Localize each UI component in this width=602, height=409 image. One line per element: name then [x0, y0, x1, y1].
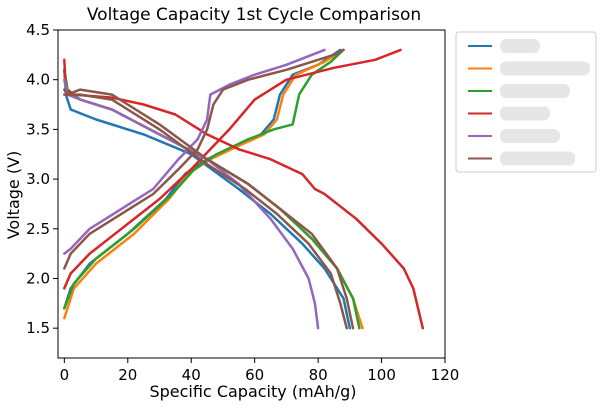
series-5-charge-line	[63, 48, 326, 255]
legend-label-redacted-1	[500, 39, 540, 53]
x-tick-label: 120	[431, 366, 460, 384]
x-tick-label: 40	[182, 366, 201, 384]
x-axis-ticks: 0 20 40 60 80 100 120	[60, 358, 460, 384]
x-axis-title: Specific Capacity (mAh/g)	[149, 382, 356, 401]
chart-title: Voltage Capacity 1st Cycle Comparison	[87, 5, 421, 25]
series-4-charge-line	[63, 48, 402, 290]
y-tick-label: 3.5	[26, 120, 50, 138]
y-tick-label: 2.0	[26, 269, 50, 287]
x-tick-label: 20	[118, 366, 137, 384]
y-tick-label: 2.5	[26, 220, 50, 238]
x-tick-label: 80	[309, 366, 328, 384]
legend-label-redacted-4	[500, 106, 550, 121]
legend-label-redacted-3	[500, 84, 570, 98]
series-3-charge-line	[63, 48, 345, 310]
plot-area	[57, 29, 446, 359]
series-6-discharge-line	[63, 88, 355, 330]
series-6-discharge2-line	[63, 93, 348, 330]
y-axis-title: Voltage (V)	[4, 151, 23, 240]
legend	[455, 31, 597, 173]
legend-entries	[468, 39, 590, 166]
y-tick-label: 3.0	[26, 170, 50, 188]
series-6-charge-line	[63, 48, 345, 270]
series-5-discharge-line	[63, 78, 320, 330]
legend-label-redacted-2	[500, 61, 590, 76]
y-tick-label: 1.5	[26, 319, 50, 337]
y-tick-label: 4.0	[26, 71, 50, 89]
x-tick-label: 100	[367, 366, 396, 384]
series-1-charge-line	[63, 48, 342, 310]
legend-label-redacted-6	[500, 151, 575, 166]
x-tick-label: 60	[245, 366, 264, 384]
y-axis-ticks: 1.5 2.0 2.5 3.0 3.5 4.0 4.5	[26, 21, 58, 337]
series-1-discharge-line	[63, 68, 352, 330]
y-tick-label: 4.5	[26, 21, 50, 39]
series-lines	[63, 48, 425, 330]
legend-label-redacted-5	[500, 129, 560, 143]
x-tick-label: 0	[60, 366, 70, 384]
